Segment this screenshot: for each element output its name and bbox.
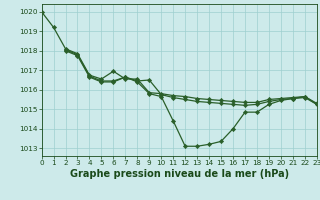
X-axis label: Graphe pression niveau de la mer (hPa): Graphe pression niveau de la mer (hPa) [70,169,289,179]
